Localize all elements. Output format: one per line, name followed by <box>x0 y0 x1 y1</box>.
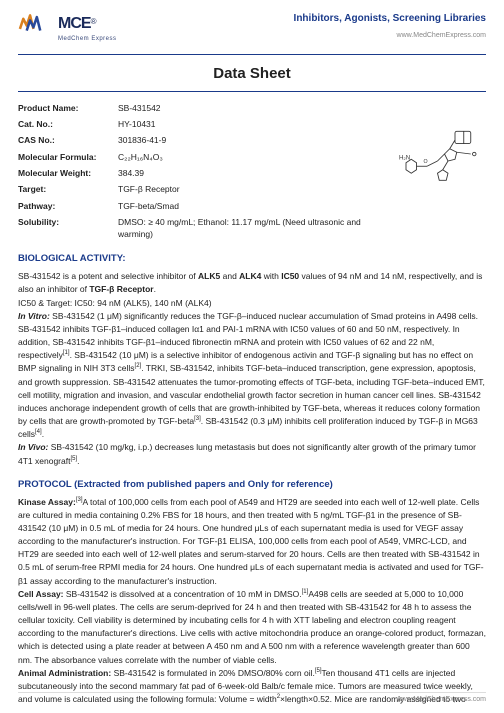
brand-logo: MCE® MedChem Express <box>18 12 117 44</box>
text: with <box>261 271 281 281</box>
alk5-bold: ALK5 <box>198 271 220 281</box>
properties-block: Product Name:SB-431542 Cat. No.:HY-10431… <box>18 100 486 243</box>
brand-sub: MedChem Express <box>58 35 117 44</box>
brand-logo-icon <box>18 12 54 34</box>
text: . <box>154 284 156 294</box>
ref-1: [1] <box>63 350 70 356</box>
footer-url: www.MedChemExpress.com <box>18 695 486 705</box>
page-header: MCE® MedChem Express Inhibitors, Agonist… <box>18 12 486 44</box>
bioactivity-text: SB-431542 is a potent and selective inhi… <box>18 270 486 296</box>
tgfbr-bold: TGF-β Receptor <box>89 284 153 294</box>
table-row: Molecular Formula:C₂₂H₁₆N₄O₃ <box>18 149 390 165</box>
prop-value: HY-10431 <box>118 118 390 130</box>
prop-value: 301836-41-9 <box>118 134 390 146</box>
text: SB-431542 (10 mg/kg, i.p.) decreases lun… <box>18 442 476 465</box>
table-row: Solubility:DMSO: ≥ 40 mg/mL; Ethanol: 11… <box>18 214 390 243</box>
svg-text:O: O <box>424 158 428 164</box>
invitro-paragraph: In Vitro: SB-431542 (1 μM) significantly… <box>18 310 486 442</box>
prop-label: Molecular Formula: <box>18 151 118 163</box>
kinase-lead: Kinase Assay: <box>18 497 76 507</box>
prop-label: Solubility: <box>18 216 118 241</box>
prop-value: TGF-β Receptor <box>118 183 390 195</box>
text: SB-431542 is formulated in 20% DMSO/80% … <box>111 668 315 678</box>
section-title-protocol: PROTOCOL (Extracted from published paper… <box>18 478 486 492</box>
section-title-bioactivity: BIOLOGICAL ACTIVITY: <box>18 252 486 266</box>
ic50-bold: IC50 <box>281 271 299 281</box>
header-url: www.MedChemExpress.com <box>294 31 486 41</box>
prop-label: Molecular Weight: <box>18 167 118 179</box>
ref-5b: [5] <box>315 668 322 674</box>
prop-value: TGF-beta/Smad <box>118 200 390 212</box>
header-right: Inhibitors, Agonists, Screening Librarie… <box>294 12 486 41</box>
kinase-paragraph: Kinase Assay:[3]A total of 100,000 cells… <box>18 496 486 588</box>
brand-main: MCE <box>58 15 91 32</box>
svg-text:H₂N: H₂N <box>399 154 410 161</box>
invivo-lead: In Vivo: <box>18 442 48 452</box>
prop-label: Pathway: <box>18 200 118 212</box>
table-row: Cat. No.:HY-10431 <box>18 116 390 132</box>
text: and <box>220 271 239 281</box>
brand-text-block: MCE® MedChem Express <box>58 12 117 44</box>
invivo-paragraph: In Vivo: SB-431542 (10 mg/kg, i.p.) decr… <box>18 441 486 467</box>
header-libraries-line: Inhibitors, Agonists, Screening Librarie… <box>294 12 486 27</box>
footer-rule <box>18 692 486 693</box>
prop-label: CAS No.: <box>18 134 118 146</box>
cell-lead: Cell Assay: <box>18 589 64 599</box>
alk4-bold: ALK4 <box>239 271 261 281</box>
text: . <box>42 429 44 439</box>
prop-value: DMSO: ≥ 40 mg/mL; Ethanol: 11.17 mg/mL (… <box>118 216 390 241</box>
text: SB-431542 is dissolved at a concentratio… <box>64 589 302 599</box>
prop-value: C₂₂H₁₆N₄O₃ <box>118 151 390 163</box>
table-row: Molecular Weight:384.39 <box>18 165 390 181</box>
properties-table: Product Name:SB-431542 Cat. No.:HY-10431… <box>18 100 390 243</box>
prop-value: SB-431542 <box>118 102 390 114</box>
ic50-target-line: IC50 & Target: IC50: 94 nM (ALK5), 140 n… <box>18 297 486 310</box>
prop-label: Cat. No.: <box>18 118 118 130</box>
title-rule <box>18 91 486 92</box>
table-row: CAS No.:301836-41-9 <box>18 132 390 148</box>
reg-mark: ® <box>91 17 97 26</box>
header-rule <box>18 54 486 55</box>
cell-paragraph: Cell Assay: SB-431542 is dissolved at a … <box>18 588 486 667</box>
text: A total of 100,000 cells from each pool … <box>18 497 484 586</box>
prop-label: Product Name: <box>18 102 118 114</box>
text: SB-431542 is a potent and selective inhi… <box>18 271 198 281</box>
ref-4: [4] <box>35 429 42 435</box>
ref-3: [3] <box>194 416 201 422</box>
table-row: Pathway:TGF-beta/Smad <box>18 198 390 214</box>
animal-lead: Animal Administration: <box>18 668 111 678</box>
text: A498 cells are seeded at 5,000 to 10,000… <box>18 589 486 665</box>
table-row: Product Name:SB-431542 <box>18 100 390 116</box>
page-footer: www.MedChemExpress.com <box>18 692 486 705</box>
page-title: Data Sheet <box>18 63 486 85</box>
chemical-structure-icon: H₂N O <box>396 126 486 196</box>
prop-label: Target: <box>18 183 118 195</box>
text: . <box>77 456 79 466</box>
table-row: Target:TGF-β Receptor <box>18 181 390 197</box>
prop-value: 384.39 <box>118 167 390 179</box>
invitro-lead: In Vitro: <box>18 311 50 321</box>
